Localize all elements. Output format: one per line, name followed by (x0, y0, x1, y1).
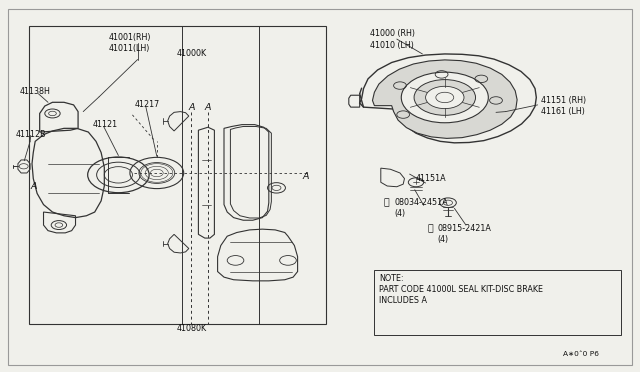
Text: 41161 (LH): 41161 (LH) (541, 107, 585, 116)
Text: A: A (189, 103, 195, 112)
Text: (4): (4) (394, 209, 405, 218)
Text: 41151 (RH): 41151 (RH) (541, 96, 586, 105)
Bar (182, 26, 259, 324)
Polygon shape (360, 54, 536, 143)
Text: A∗0ˆ0 P6: A∗0ˆ0 P6 (563, 351, 599, 357)
Bar (374, 270, 621, 335)
Text: 41080K: 41080K (176, 324, 207, 333)
Text: 41217: 41217 (134, 100, 159, 109)
Circle shape (401, 72, 488, 123)
Text: 41000K: 41000K (176, 49, 207, 58)
Text: 41011(LH): 41011(LH) (109, 44, 150, 53)
Text: 41000 (RH): 41000 (RH) (370, 29, 415, 38)
Text: A: A (31, 182, 37, 191)
Text: 08915-2421A: 08915-2421A (438, 224, 492, 233)
Text: Ⓦ: Ⓦ (428, 224, 433, 233)
Text: 41112B: 41112B (16, 130, 47, 139)
Circle shape (414, 80, 476, 115)
Text: NOTE:: NOTE: (379, 274, 403, 283)
Text: (4): (4) (438, 235, 449, 244)
Polygon shape (372, 60, 517, 138)
Text: 41010 (LH): 41010 (LH) (370, 41, 414, 50)
Circle shape (426, 86, 464, 109)
Text: 08034-2451A: 08034-2451A (394, 198, 448, 207)
Bar (29, 26, 326, 324)
Text: A: A (302, 172, 308, 181)
Text: 41001(RH): 41001(RH) (109, 33, 151, 42)
Text: Ⓑ: Ⓑ (384, 198, 390, 207)
Text: 41151A: 41151A (416, 174, 447, 183)
Text: 41138H: 41138H (19, 87, 50, 96)
Text: PART CODE 41000L SEAL KIT-DISC BRAKE: PART CODE 41000L SEAL KIT-DISC BRAKE (379, 285, 543, 294)
Text: INCLUDES A: INCLUDES A (379, 296, 427, 305)
Text: 41121: 41121 (93, 120, 118, 129)
Text: A: A (205, 103, 211, 112)
